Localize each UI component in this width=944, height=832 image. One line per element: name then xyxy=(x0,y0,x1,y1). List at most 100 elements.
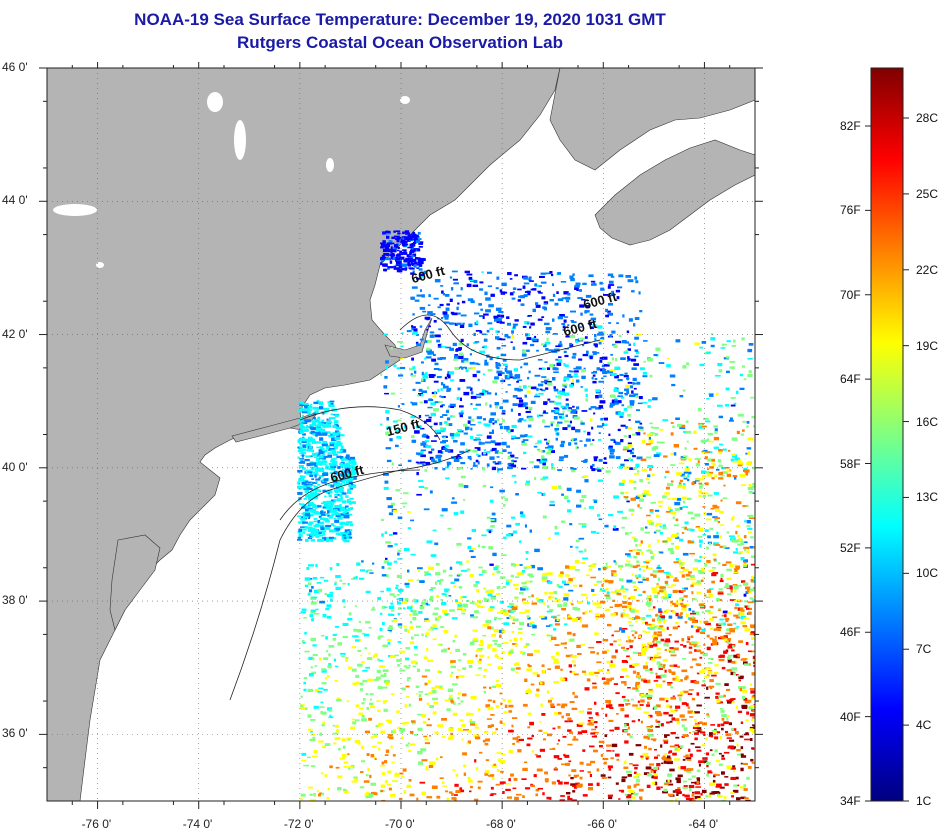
sst-pixel xyxy=(675,536,680,539)
sst-pixel xyxy=(461,612,466,615)
sst-pixel xyxy=(426,436,430,439)
sst-pixel xyxy=(628,639,632,643)
sst-pixel xyxy=(395,584,399,587)
sst-pixel xyxy=(463,485,469,489)
sst-pixel xyxy=(558,644,562,646)
sst-pixel xyxy=(475,654,478,658)
sst-pixel xyxy=(333,443,339,446)
sst-pixel xyxy=(386,574,389,578)
sst-pixel xyxy=(357,663,363,667)
sst-pixel xyxy=(565,403,569,407)
sst-pixel xyxy=(361,661,365,664)
sst-pixel xyxy=(604,734,608,737)
sst-pixel xyxy=(314,613,320,615)
sst-pixel xyxy=(537,567,543,571)
sst-pixel xyxy=(573,584,578,587)
sst-pixel xyxy=(347,737,352,740)
sst-pixel xyxy=(448,595,452,597)
sst-pixel xyxy=(690,635,694,638)
sst-pixel xyxy=(399,772,404,775)
sst-pixel xyxy=(718,588,723,591)
sst-pixel xyxy=(592,324,597,327)
sst-pixel xyxy=(477,648,483,650)
sst-pixel xyxy=(706,560,711,564)
sst-pixel xyxy=(519,434,525,438)
sst-pixel xyxy=(743,733,750,736)
sst-pixel xyxy=(726,473,732,477)
sst-pixel xyxy=(328,435,335,438)
sst-pixel xyxy=(403,625,407,628)
sst-pixel xyxy=(424,682,428,686)
sst-pixel xyxy=(554,597,558,600)
sst-pixel xyxy=(595,395,599,399)
sst-pixel xyxy=(475,437,480,440)
sst-pixel xyxy=(678,484,682,487)
sst-pixel xyxy=(707,611,713,615)
sst-pixel xyxy=(719,443,724,446)
sst-pixel xyxy=(500,770,504,773)
sst-pixel xyxy=(494,450,499,454)
sst-pixel xyxy=(545,348,549,351)
sst-pixel xyxy=(745,799,751,801)
sst-pixel xyxy=(745,732,749,735)
sst-pixel xyxy=(709,466,714,469)
sst-pixel xyxy=(618,644,621,646)
sst-pixel xyxy=(477,363,481,366)
sst-pixel xyxy=(709,687,713,690)
sst-pixel xyxy=(495,728,498,731)
sst-pixel xyxy=(378,665,383,668)
sst-pixel xyxy=(553,661,560,664)
sst-pixel xyxy=(440,388,443,391)
sst-pixel xyxy=(598,339,604,342)
sst-pixel xyxy=(540,460,547,463)
sst-pixel xyxy=(486,463,490,467)
sst-pixel xyxy=(719,618,724,621)
sst-pixel xyxy=(693,643,698,647)
sst-pixel xyxy=(571,769,577,773)
sst-pixel xyxy=(456,675,459,679)
sst-pixel xyxy=(502,504,506,507)
sst-pixel xyxy=(325,513,329,516)
sst-pixel xyxy=(642,576,646,580)
sst-pixel xyxy=(442,785,447,787)
sst-pixel xyxy=(303,677,308,679)
sst-pixel xyxy=(626,647,630,650)
sst-pixel xyxy=(307,405,313,409)
sst-pixel xyxy=(347,530,350,534)
sst-pixel xyxy=(495,405,499,409)
sst-pixel xyxy=(707,494,713,497)
sst-pixel xyxy=(743,600,748,603)
sst-pixel xyxy=(730,727,734,731)
sst-pixel xyxy=(708,734,712,737)
sst-pixel xyxy=(752,580,755,583)
sst-pixel xyxy=(744,605,748,608)
sst-pixel xyxy=(334,512,339,516)
sst-pixel xyxy=(463,391,470,396)
sst-pixel xyxy=(397,552,400,556)
sst-pixel xyxy=(699,571,705,575)
sst-pixel xyxy=(329,464,335,467)
sst-pixel xyxy=(450,415,453,418)
sst-pixel xyxy=(392,754,396,757)
sst-pixel xyxy=(513,637,518,641)
sst-pixel xyxy=(452,342,457,347)
sst-pixel xyxy=(743,593,747,597)
sst-pixel xyxy=(723,650,728,654)
sst-pixel xyxy=(656,652,661,655)
sst-pixel xyxy=(640,720,643,724)
sst-pixel xyxy=(449,403,456,408)
sst-pixel xyxy=(726,737,732,739)
sst-pixel xyxy=(365,693,369,696)
sst-pixel xyxy=(607,669,610,672)
sst-pixel xyxy=(549,363,554,368)
sst-pixel xyxy=(501,753,506,756)
sst-pixel xyxy=(467,660,474,664)
sst-pixel xyxy=(721,717,725,721)
sst-pixel xyxy=(573,785,578,789)
sst-pixel xyxy=(488,304,494,308)
sst-pixel xyxy=(321,511,326,514)
sst-pixel xyxy=(738,679,741,682)
sst-pixel xyxy=(324,592,327,596)
sst-pixel xyxy=(712,463,716,467)
sst-pixel xyxy=(603,423,608,426)
